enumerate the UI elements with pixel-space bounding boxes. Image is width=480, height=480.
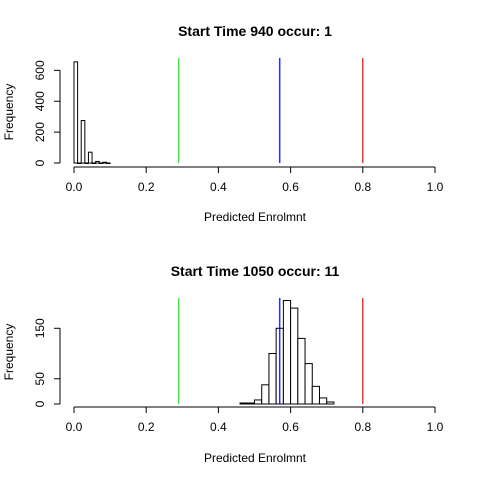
- histogram-bar: [246, 402, 255, 405]
- x-tick-label: 0.0: [66, 420, 83, 434]
- histogram-bar: [73, 61, 79, 164]
- x-tick-label: 1.0: [427, 180, 444, 194]
- y-axis: 0 200 400 600: [33, 60, 61, 166]
- x-tick-label: 0.6: [282, 420, 299, 434]
- histogram-bar: [290, 307, 299, 405]
- histogram-panel-1050: Start Time 1050 occur: 11 Predicted Enro…: [2, 263, 444, 465]
- x-tick-label: 0.2: [138, 420, 155, 434]
- x-tick-label: 0.8: [354, 180, 371, 194]
- histogram-bar: [105, 162, 111, 164]
- y-tick-label: 0: [33, 159, 47, 166]
- histogram-bar: [87, 151, 93, 164]
- y-tick-label: 200: [33, 122, 47, 142]
- histogram-bar: [91, 162, 97, 164]
- chart-title: Start Time 940 occur: 1: [178, 23, 332, 39]
- x-tick-label: 0.0: [66, 180, 83, 194]
- histogram-bar: [84, 162, 89, 164]
- histogram-bar: [318, 397, 328, 405]
- histogram-bar: [297, 337, 306, 405]
- x-axis-title: Predicted Enrolmnt: [204, 451, 307, 465]
- histogram-bar: [239, 402, 248, 405]
- x-tick-label: 0.6: [282, 180, 299, 194]
- reference-lines: [178, 298, 364, 404]
- chart-title: Start Time 1050 occur: 11: [171, 263, 340, 279]
- x-tick-label: 0.4: [210, 180, 227, 194]
- histogram-bar: [254, 399, 263, 405]
- histogram-panel-940: Start Time 940 occur: 1 Predicted Enrolm…: [2, 23, 444, 224]
- histogram-bar: [326, 401, 335, 405]
- x-tick-label: 0.4: [210, 420, 227, 434]
- y-axis-title: Frequency: [2, 84, 16, 141]
- histogram-bar: [77, 162, 82, 164]
- histogram-bar: [261, 384, 270, 405]
- y-tick-label: 150: [33, 318, 47, 338]
- x-axis: 0.0 0.2 0.4 0.6 0.8 1.0: [66, 166, 444, 194]
- y-axis: 0 50 150: [33, 318, 61, 407]
- y-axis-title: Frequency: [2, 324, 16, 381]
- y-tick-label: 600: [33, 60, 47, 80]
- histogram-bar: [95, 160, 100, 164]
- histogram-bar: [80, 120, 86, 164]
- histogram-bars: [239, 300, 335, 405]
- histogram-bars: [73, 61, 111, 164]
- histogram-bar: [282, 300, 292, 405]
- histogram-bar: [311, 385, 320, 405]
- x-axis: 0.0 0.2 0.4 0.6 0.8 1.0: [66, 406, 444, 434]
- x-tick-label: 1.0: [427, 420, 444, 434]
- histogram-bar: [102, 161, 107, 164]
- histogram-bar: [304, 363, 313, 405]
- reference-lines: [178, 58, 364, 163]
- y-tick-label: 400: [33, 91, 47, 111]
- x-tick-label: 0.8: [354, 420, 371, 434]
- x-tick-label: 0.2: [138, 180, 155, 194]
- histogram-bar: [98, 162, 104, 164]
- x-axis-title: Predicted Enrolmnt: [204, 210, 307, 224]
- histogram-bar: [268, 353, 277, 405]
- y-tick-label: 0: [33, 400, 47, 407]
- y-tick-label: 50: [33, 372, 47, 386]
